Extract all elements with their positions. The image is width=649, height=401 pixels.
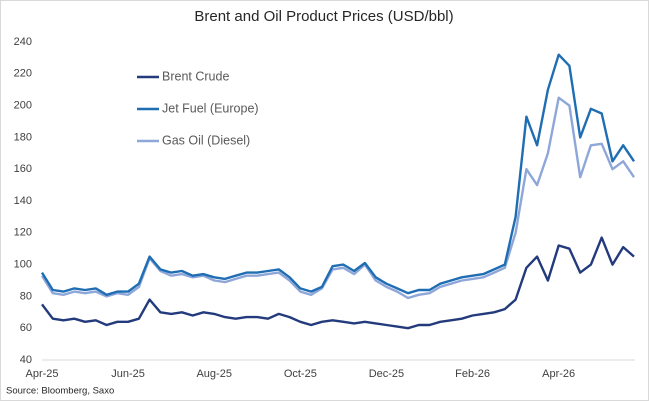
legend-label: Jet Fuel (Europe): [162, 101, 259, 115]
y-tick-label: 40: [20, 354, 32, 366]
x-tick-label: Feb-26: [455, 368, 490, 380]
y-tick-label: 140: [14, 195, 32, 207]
x-tick-label: Apr-25: [25, 368, 58, 380]
y-tick-label: 180: [14, 131, 32, 143]
x-tick-label: Dec-25: [369, 368, 404, 380]
x-tick-label: Oct-25: [284, 368, 317, 380]
y-tick-label: 120: [14, 227, 32, 239]
legend-label: Brent Crude: [162, 69, 229, 83]
series-line: [40, 53, 635, 296]
chart-title: Brent and Oil Product Prices (USD/bbl): [194, 8, 453, 25]
x-tick-label: Jun-25: [111, 368, 145, 380]
series-line: [41, 236, 635, 330]
y-tick-label: 100: [14, 259, 32, 271]
legend-label: Gas Oil (Diesel): [162, 133, 250, 147]
y-tick-label: 240: [14, 36, 32, 48]
y-tick-label: 200: [14, 100, 32, 112]
y-tick-label: 60: [20, 322, 32, 334]
y-tick-label: 80: [20, 290, 32, 302]
x-tick-label: Apr-26: [542, 368, 575, 380]
y-tick-label: 220: [14, 68, 32, 80]
source-note: Source: Bloomberg, Saxo: [6, 386, 114, 397]
x-tick-label: Aug-25: [196, 368, 231, 380]
y-tick-label: 160: [14, 163, 32, 175]
